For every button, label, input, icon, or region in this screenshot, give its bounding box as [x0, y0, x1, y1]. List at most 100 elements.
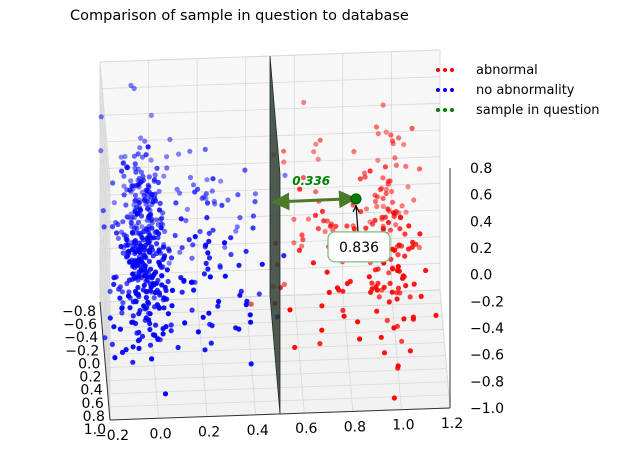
data-point — [407, 348, 413, 354]
grid-line — [293, 295, 305, 414]
y-tick-label: −0.6 — [63, 317, 97, 333]
data-point — [142, 138, 148, 144]
data-point — [372, 198, 379, 205]
data-point — [126, 248, 132, 254]
data-point — [385, 219, 392, 226]
data-point — [312, 212, 319, 218]
data-point — [190, 182, 197, 188]
data-point — [125, 293, 132, 299]
data-point — [119, 289, 125, 295]
grid-line — [99, 141, 111, 261]
data-point — [121, 183, 127, 189]
x-tick-label: −0.2 — [95, 428, 129, 444]
data-point — [121, 173, 127, 179]
data-point — [391, 395, 397, 401]
data-point — [385, 206, 391, 212]
data-point — [128, 211, 134, 217]
data-point — [148, 157, 154, 163]
data-point — [119, 310, 125, 316]
data-point — [376, 294, 382, 300]
data-point — [233, 228, 239, 234]
data-point — [383, 186, 389, 192]
data-point — [210, 176, 216, 182]
y-tick-label: 0.6 — [82, 396, 104, 412]
data-point — [315, 156, 321, 162]
data-point — [403, 163, 409, 169]
data-point — [141, 282, 147, 288]
data-point — [433, 312, 439, 318]
data-point — [147, 311, 153, 317]
data-point — [179, 289, 185, 295]
data-point — [172, 232, 178, 239]
data-point — [250, 225, 256, 231]
data-point — [281, 148, 287, 154]
data-point — [162, 228, 168, 234]
data-point — [130, 313, 136, 319]
data-point — [137, 249, 143, 255]
data-point — [165, 246, 172, 252]
data-point — [139, 235, 145, 241]
data-point — [187, 148, 193, 154]
data-point — [417, 231, 423, 237]
data-point — [175, 344, 181, 351]
data-point — [405, 184, 411, 190]
data-point — [147, 249, 153, 255]
data-point — [375, 131, 381, 137]
data-point — [236, 262, 242, 268]
data-point — [128, 216, 134, 222]
callout-box — [327, 231, 391, 263]
data-point — [403, 209, 409, 215]
data-point — [160, 331, 166, 337]
data-point — [169, 287, 176, 293]
data-point — [390, 266, 396, 272]
data-point — [192, 234, 198, 240]
data-point — [159, 273, 165, 279]
data-point — [394, 296, 400, 302]
data-point — [200, 314, 206, 320]
data-point — [201, 271, 207, 277]
data-point — [351, 226, 357, 232]
data-point — [388, 132, 394, 138]
data-point — [102, 335, 108, 341]
data-point — [146, 213, 152, 219]
x-tick-label: 0.4 — [247, 423, 269, 439]
data-point — [154, 217, 160, 223]
legend-label-sample: sample in question — [476, 102, 600, 118]
data-point — [322, 228, 328, 235]
data-point — [202, 347, 208, 353]
data-point — [139, 224, 145, 230]
data-point — [381, 350, 388, 356]
data-point — [317, 137, 323, 143]
data-point — [124, 165, 130, 171]
data-point — [355, 319, 361, 325]
sample-point — [350, 193, 362, 205]
data-point — [164, 267, 170, 273]
data-point — [151, 295, 157, 301]
data-point — [130, 230, 136, 236]
data-point — [124, 253, 130, 259]
data-point — [291, 240, 297, 246]
data-point — [148, 244, 154, 250]
y-axis-line — [99, 301, 111, 421]
data-point — [389, 188, 395, 195]
data-point — [394, 267, 401, 274]
grid-line — [99, 115, 111, 234]
data-point — [351, 148, 357, 155]
data-point — [203, 191, 209, 197]
data-point — [374, 203, 380, 210]
data-point — [128, 178, 134, 184]
data-point — [411, 281, 417, 287]
data-point — [209, 188, 215, 194]
data-point — [248, 301, 254, 307]
data-point — [340, 288, 346, 294]
data-point — [409, 244, 415, 250]
data-point — [382, 214, 388, 220]
data-point — [132, 288, 139, 295]
data-point — [101, 224, 107, 230]
data-point — [242, 167, 248, 173]
data-point — [168, 322, 174, 328]
data-point — [395, 252, 401, 258]
x-tick-label: 0.6 — [295, 421, 317, 437]
data-point — [127, 305, 133, 311]
